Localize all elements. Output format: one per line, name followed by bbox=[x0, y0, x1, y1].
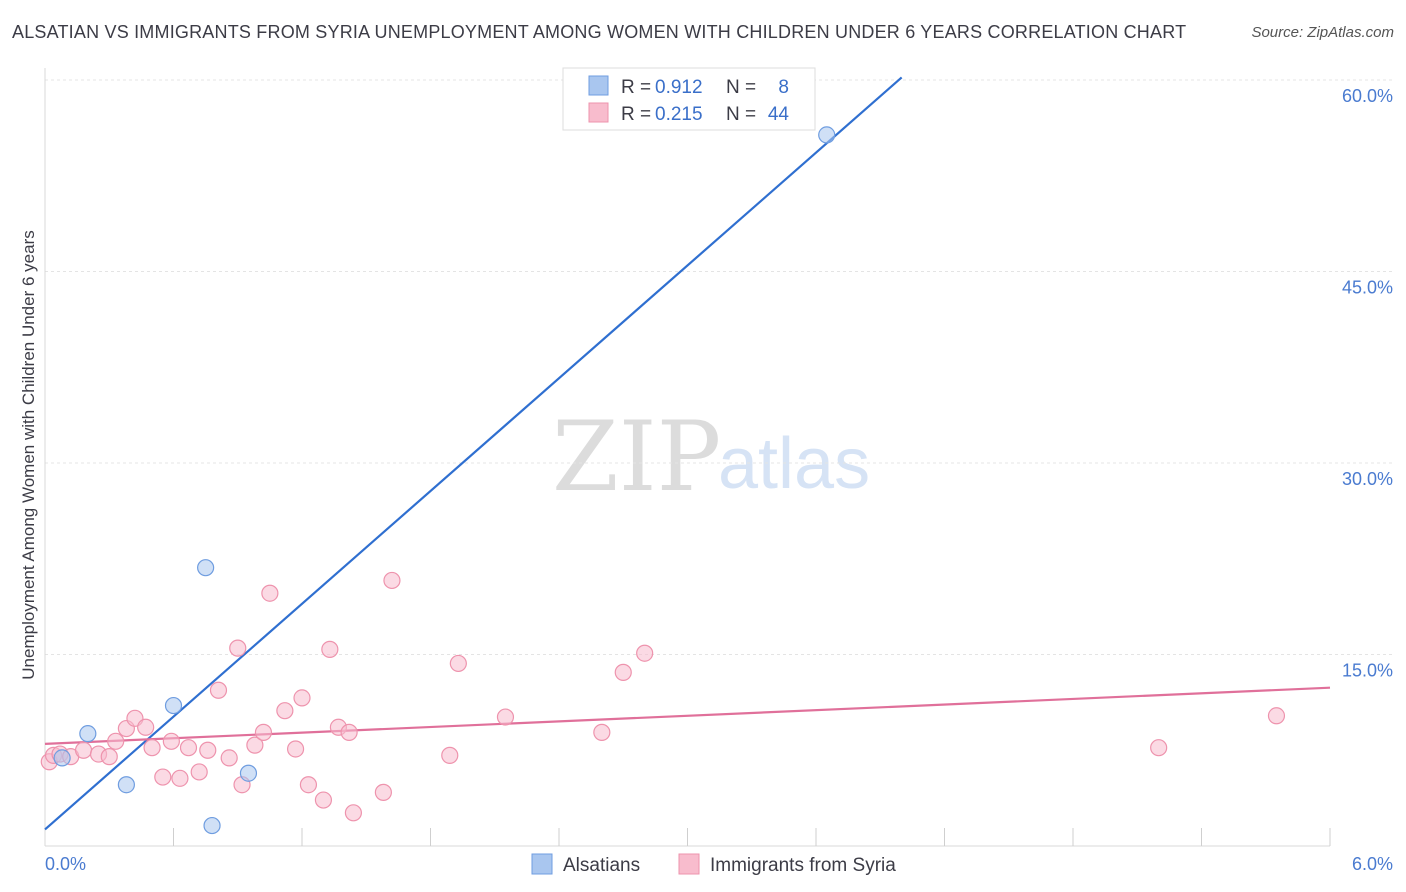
alsatian-trend-line bbox=[44, 76, 903, 831]
syria-point bbox=[340, 723, 358, 741]
legend-n-value-1: 8 bbox=[778, 77, 789, 98]
legend-r-label-1: R = bbox=[621, 77, 651, 98]
syria-point bbox=[293, 689, 311, 707]
syria-trend-line bbox=[44, 686, 1331, 745]
syria-point bbox=[383, 571, 401, 590]
series-legend: Alsatians Immigrants from Syria bbox=[531, 853, 896, 876]
syria-point bbox=[449, 654, 467, 673]
watermark-atlas: atlas bbox=[718, 424, 870, 504]
alsatian-point bbox=[197, 559, 215, 577]
alsatian-point bbox=[53, 749, 71, 767]
y-tick-label: 60.0% bbox=[1342, 86, 1393, 106]
axes bbox=[44, 68, 1331, 847]
legend-swatch-alsatians bbox=[588, 75, 609, 96]
syria-point bbox=[190, 763, 208, 781]
syria-point bbox=[154, 768, 172, 786]
data-points bbox=[40, 126, 1286, 835]
gridlines bbox=[45, 79, 1394, 655]
syria-point bbox=[286, 740, 305, 758]
syria-point bbox=[441, 746, 459, 764]
series-legend-label-syria: Immigrants from Syria bbox=[710, 855, 896, 876]
legend-swatch-syria bbox=[588, 102, 609, 123]
syria-point bbox=[209, 681, 228, 699]
syria-point bbox=[636, 644, 654, 662]
watermark-zip: ZIP bbox=[552, 401, 721, 513]
source-credit: Source: ZipAtlas.com bbox=[1251, 24, 1394, 41]
x-tick-label: 6.0% bbox=[1352, 854, 1393, 874]
syria-point bbox=[162, 732, 180, 750]
syria-point bbox=[199, 741, 217, 759]
alsatian-point bbox=[117, 776, 135, 794]
syria-point bbox=[321, 640, 339, 658]
syria-point bbox=[261, 584, 279, 602]
syria-point bbox=[74, 741, 93, 759]
y-tick-label: 45.0% bbox=[1342, 278, 1393, 298]
legend-n-label-2: N = bbox=[726, 104, 756, 125]
y-axis-title: Unemployment Among Women with Children U… bbox=[19, 230, 38, 679]
syria-point bbox=[593, 723, 611, 741]
legend-r-value-1: 0.912 bbox=[655, 77, 703, 98]
legend-r-label-2: R = bbox=[621, 104, 651, 125]
syria-point bbox=[496, 708, 515, 726]
legend-n-value-2: 44 bbox=[768, 104, 790, 125]
series-legend-swatch-alsatians bbox=[531, 853, 553, 875]
y-tick-labels: 15.0% 30.0% 45.0% 60.0% bbox=[1342, 86, 1393, 681]
syria-point bbox=[254, 723, 273, 741]
alsatian-point bbox=[818, 126, 836, 144]
syria-point bbox=[107, 732, 125, 750]
syria-point bbox=[1150, 739, 1168, 757]
y-tick-label: 15.0% bbox=[1342, 661, 1393, 681]
syria-point bbox=[344, 804, 362, 822]
syria-point bbox=[143, 739, 161, 757]
series-legend-label-alsatians: Alsatians bbox=[563, 855, 640, 876]
alsatian-point bbox=[164, 696, 183, 715]
syria-point bbox=[374, 783, 392, 801]
syria-point bbox=[246, 736, 264, 754]
legend-n-label-1: N = bbox=[726, 77, 756, 98]
syria-point bbox=[137, 718, 155, 736]
x-tick-labels: 0.0% 6.0% bbox=[45, 854, 1393, 874]
correlation-legend: R = 0.912 N = 8 R = 0.215 N = 44 bbox=[562, 67, 816, 131]
alsatian-point bbox=[239, 764, 258, 782]
syria-point bbox=[314, 791, 333, 809]
chart-title: ALSATIAN VS IMMIGRANTS FROM SYRIA UNEMPL… bbox=[12, 22, 1187, 42]
syria-point bbox=[299, 776, 318, 794]
syria-point bbox=[179, 739, 198, 757]
legend-r-value-2: 0.215 bbox=[655, 104, 703, 125]
syria-point bbox=[229, 639, 247, 657]
syria-point bbox=[220, 749, 238, 767]
alsatian-point bbox=[203, 816, 221, 835]
syria-point bbox=[614, 663, 632, 681]
x-tick-label: 0.0% bbox=[45, 854, 86, 874]
syria-point bbox=[1267, 707, 1286, 725]
series-legend-swatch-syria bbox=[678, 853, 700, 875]
syria-point bbox=[276, 702, 294, 720]
syria-point bbox=[100, 748, 118, 766]
alsatian-point bbox=[79, 725, 97, 743]
syria-point bbox=[171, 769, 189, 787]
y-tick-label: 30.0% bbox=[1342, 469, 1393, 489]
